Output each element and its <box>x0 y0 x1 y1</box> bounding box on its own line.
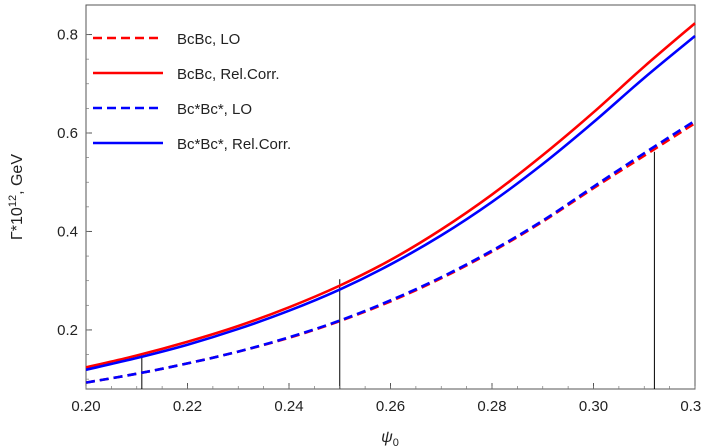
legend-label-4: Bc*Bc*, Rel.Corr. <box>177 136 291 153</box>
x-tick-label: 0.32 <box>680 398 701 415</box>
series-line-2 <box>85 22 696 369</box>
y-axis-label-sup: 12 <box>7 195 19 207</box>
y-tick-label: 0.8 <box>57 27 78 44</box>
y-tick-label: 0.4 <box>57 223 78 240</box>
x-tick-label: 0.28 <box>477 398 506 415</box>
y-axis-label-suffix: , GeV <box>9 154 26 195</box>
series-line-4 <box>85 35 696 372</box>
y-axis: 0.2 0.4 0.6 0.8 <box>57 27 92 380</box>
legend: BcBc, LO BcBc, Rel.Corr. Bc*Bc*, LO Bc*Bc*,… <box>93 31 291 153</box>
x-axis-label-main: ψ <box>381 429 393 446</box>
x-axis-label-sub: 0 <box>393 437 399 448</box>
legend-label-3: Bc*Bc*, LO <box>177 101 252 118</box>
y-tick-label: 0.6 <box>57 125 78 142</box>
x-axis: 0.20 0.22 0.24 0.26 0.28 0.30 0.32 <box>71 383 701 415</box>
x-tick-label: 0.20 <box>71 398 100 415</box>
x-tick-label: 0.24 <box>274 398 303 415</box>
y-axis-label: Γ*1012, GeV <box>7 154 26 240</box>
x-tick-label: 0.26 <box>376 398 405 415</box>
vertical-markers <box>141 151 655 389</box>
y-axis-label-main: Γ*10 <box>9 207 26 240</box>
series-lines <box>85 22 696 384</box>
legend-label-1: BcBc, LO <box>177 31 240 48</box>
x-tick-label: 0.30 <box>579 398 608 415</box>
plot-frame <box>85 4 696 390</box>
series-line-3 <box>85 119 696 384</box>
x-axis-label: ψ0 <box>381 429 399 448</box>
legend-label-2: BcBc, Rel.Corr. <box>177 66 280 83</box>
y-tick-label: 0.2 <box>57 322 78 339</box>
x-tick-label: 0.22 <box>173 398 202 415</box>
